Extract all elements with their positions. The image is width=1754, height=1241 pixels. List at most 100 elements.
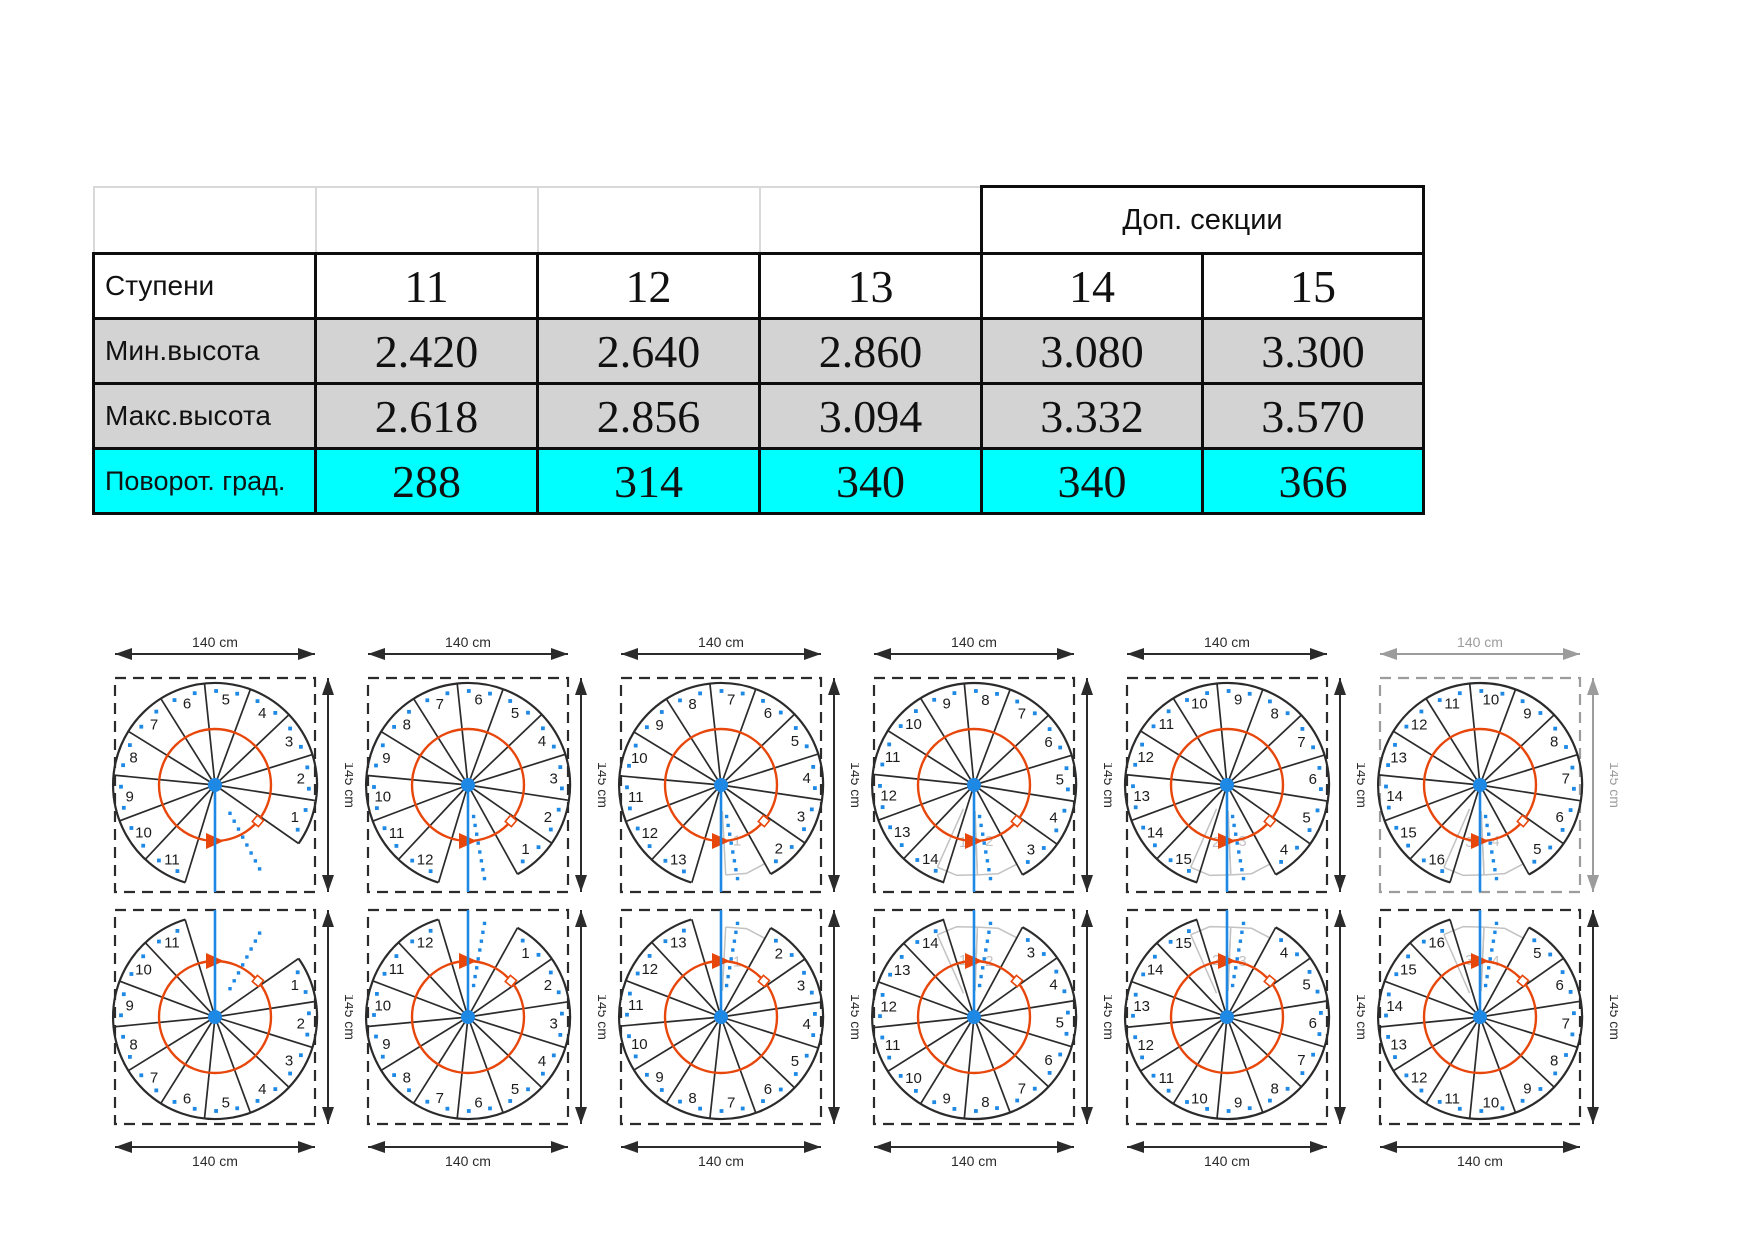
step-fan <box>1124 918 1331 1121</box>
steps-value: 14 <box>980 252 1204 320</box>
svg-text:2: 2 <box>1212 952 1220 969</box>
step-fan <box>1377 681 1584 884</box>
tread-marks <box>1131 921 1323 1113</box>
svg-text:12: 12 <box>641 961 658 978</box>
rotation-value: 340 <box>758 447 983 515</box>
step-labels: 1 2 3 4 5 6 78 9 10 11 <box>126 935 305 1112</box>
svg-text:145 cm: 145 cm <box>1354 994 1365 1040</box>
height-dimension: 145 cm <box>828 678 859 892</box>
svg-text:2: 2 <box>297 771 305 788</box>
rotation-value: 288 <box>314 447 539 515</box>
svg-text:12: 12 <box>1137 1037 1154 1054</box>
svg-text:12: 12 <box>641 825 658 842</box>
step-fan <box>1124 681 1331 884</box>
height-dimension: 145 cm <box>322 910 353 1124</box>
svg-text:15: 15 <box>1175 851 1192 868</box>
svg-text:11: 11 <box>389 961 405 978</box>
svg-text:6: 6 <box>1044 734 1052 751</box>
height-dimension: 145 cm <box>1081 678 1112 892</box>
center-pole <box>1473 910 1487 1024</box>
svg-text:145 cm: 145 cm <box>1607 994 1618 1040</box>
svg-text:140 cm: 140 cm <box>1457 1153 1503 1169</box>
width-dimension: 140 cm <box>621 1141 821 1169</box>
svg-text:4: 4 <box>538 1053 546 1070</box>
svg-text:6: 6 <box>764 705 772 722</box>
svg-text:11: 11 <box>1444 696 1460 713</box>
svg-text:2: 2 <box>544 809 552 826</box>
svg-text:13: 13 <box>670 934 687 951</box>
svg-text:7: 7 <box>436 696 444 713</box>
center-pole <box>967 778 981 892</box>
svg-text:10: 10 <box>905 1070 922 1087</box>
width-dimension: 140 cm <box>368 1141 568 1169</box>
diagram-row-bottom: 140 cm 145 cm 1 2 3 4 5 6 7 8 9 10 11 140 cm 145 cm 1 2 3… <box>100 894 1640 1174</box>
svg-text:4: 4 <box>538 733 546 750</box>
svg-text:3: 3 <box>797 809 805 826</box>
svg-text:5: 5 <box>1533 841 1541 858</box>
svg-text:8: 8 <box>129 1037 137 1054</box>
svg-text:8: 8 <box>1271 705 1279 722</box>
svg-text:12: 12 <box>1411 1070 1428 1087</box>
svg-text:8: 8 <box>403 717 411 734</box>
svg-text:6: 6 <box>474 692 482 709</box>
row-label-max-height: Макс.высота <box>92 382 317 450</box>
svg-text:6: 6 <box>1556 977 1564 994</box>
svg-text:10: 10 <box>1483 1094 1500 1111</box>
height-dimension: 145 cm <box>1081 910 1112 1124</box>
height-dimension: 145 cm <box>1334 678 1365 892</box>
svg-text:4: 4 <box>1049 810 1057 827</box>
empty-cell <box>92 185 317 255</box>
svg-text:8: 8 <box>981 1094 989 1111</box>
steps-value: 11 <box>314 252 539 320</box>
svg-text:11: 11 <box>164 935 180 952</box>
svg-text:11: 11 <box>885 1037 901 1054</box>
svg-text:6: 6 <box>183 696 191 713</box>
height-dimension: 145 cm <box>575 678 606 892</box>
svg-text:10: 10 <box>905 716 922 733</box>
center-pole <box>967 910 981 1024</box>
svg-text:145 cm: 145 cm <box>1354 762 1365 808</box>
svg-text:8: 8 <box>1271 1081 1279 1098</box>
tread-marks <box>119 929 311 1113</box>
svg-text:13: 13 <box>670 852 687 869</box>
svg-text:13: 13 <box>1390 1037 1407 1054</box>
svg-text:8: 8 <box>688 1090 696 1107</box>
step-fan <box>365 918 572 1121</box>
rotation-value: 314 <box>536 447 761 515</box>
svg-text:3: 3 <box>1027 945 1035 962</box>
svg-text:4: 4 <box>803 770 811 787</box>
width-dimension: 140 cm <box>1127 1141 1327 1169</box>
svg-text:13: 13 <box>894 824 911 841</box>
svg-text:10: 10 <box>374 998 391 1015</box>
staircase-diagram-top-1: 140 cm 145 cm 1 2 3 4 5 6 78 9 10 11 <box>112 634 353 894</box>
svg-text:10: 10 <box>1483 692 1500 709</box>
svg-text:140 cm: 140 cm <box>192 634 238 650</box>
svg-text:145 cm: 145 cm <box>595 762 606 808</box>
svg-text:145 cm: 145 cm <box>342 762 353 808</box>
svg-text:5: 5 <box>791 1053 799 1070</box>
svg-text:10: 10 <box>1191 1091 1208 1108</box>
svg-text:12: 12 <box>1411 716 1428 733</box>
svg-text:145 cm: 145 cm <box>1101 762 1112 808</box>
svg-text:6: 6 <box>1309 771 1317 788</box>
table-row-steps: Ступени 11 12 13 14 15 <box>92 252 1425 320</box>
svg-text:11: 11 <box>628 789 644 806</box>
svg-text:145 cm: 145 cm <box>342 994 353 1040</box>
svg-text:3: 3 <box>1027 842 1035 859</box>
svg-text:1: 1 <box>959 834 967 851</box>
svg-text:8: 8 <box>403 1069 411 1086</box>
tread-marks <box>878 921 1070 1113</box>
center-pole <box>714 910 728 1024</box>
svg-text:140 cm: 140 cm <box>192 1153 238 1169</box>
max-height-value: 3.332 <box>980 382 1204 450</box>
table-row-max-height: Макс.высота 2.618 2.856 3.094 3.332 3.57… <box>92 382 1425 450</box>
svg-text:16: 16 <box>1428 851 1445 868</box>
svg-text:145 cm: 145 cm <box>1607 762 1618 808</box>
svg-text:140 cm: 140 cm <box>951 1153 997 1169</box>
svg-text:11: 11 <box>1159 1070 1175 1087</box>
svg-text:10: 10 <box>631 750 648 767</box>
